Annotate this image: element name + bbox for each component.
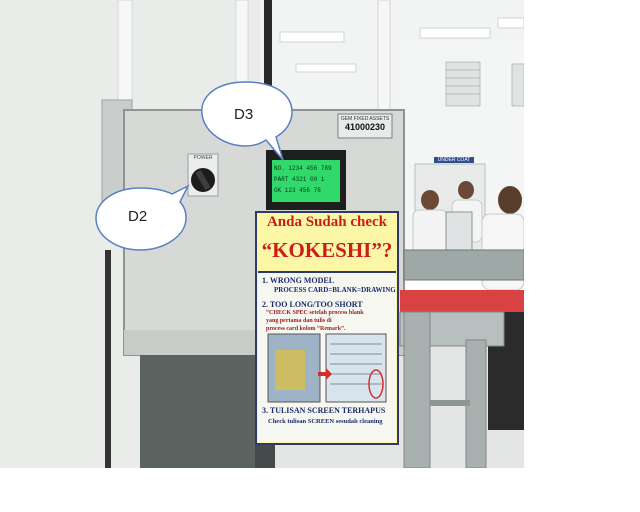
lcd-screen <box>272 160 340 202</box>
asset-tag-text: GEM FIXED ASSETS 41000230 <box>338 116 392 132</box>
red-circle-mark <box>368 369 384 399</box>
lcd-row: OK 123 456 78 <box>274 187 321 194</box>
wall-label: UNDER COAT <box>434 157 474 163</box>
lcd-row: NO. 1234 456 789 <box>274 165 332 172</box>
pipe <box>117 0 133 111</box>
ceiling-light <box>497 17 524 29</box>
sign-photo-right <box>325 333 387 403</box>
cable <box>105 250 111 468</box>
sign-item3-title: 3. TULISAN SCREEN TERHAPUS <box>262 406 386 415</box>
conveyor <box>403 249 524 281</box>
callout-label-d3: D3 <box>234 106 254 123</box>
pipe <box>377 0 391 111</box>
black-pole <box>264 0 272 110</box>
air-vent <box>445 61 481 107</box>
callout-bubble-d2 <box>95 184 190 251</box>
ceiling-light <box>295 63 357 73</box>
ceiling-light <box>419 27 491 39</box>
asset-tag <box>337 113 393 139</box>
switch-label: POWER <box>193 155 213 161</box>
switch-knob <box>195 169 211 191</box>
callout-bubble-d3 <box>201 81 293 161</box>
lcd-text: NO. 1234 456 789 PART 4321 00 1 OK 123 4… <box>274 163 338 196</box>
sign-subtitle: “KOKESHI”? <box>261 238 393 262</box>
box-stand <box>140 355 260 468</box>
red-arrow-icon <box>318 368 332 380</box>
lcd-row: PART 4321 00 1 <box>274 176 325 183</box>
air-vent <box>511 63 524 107</box>
sign-item2-title: 2. TOO LONG/TOO SHORT <box>262 300 363 309</box>
sign-item2-body: process card kolom “Remark”. <box>266 326 346 332</box>
red-rail <box>400 290 524 312</box>
ceiling-light <box>279 31 345 43</box>
sign-item2-body: yang pertama dan tulis di <box>266 318 332 324</box>
asset-tag-line1: GEM FIXED ASSETS <box>340 116 390 122</box>
shelf <box>430 400 470 406</box>
monitor <box>445 211 473 253</box>
factory-photo: GEM FIXED ASSETS 41000230 POWER UNDER CO… <box>0 0 524 468</box>
asset-tag-number: 41000230 <box>344 122 386 132</box>
sign-item2-body: “CHECK SPEC setelah process blank <box>266 310 364 316</box>
callout-label-d2: D2 <box>128 208 148 225</box>
frame-post <box>403 311 431 468</box>
sign-item1-sub: PROCESS CARD=BLANK=DRAWING <box>274 286 396 294</box>
sign-title: Anda Sudah check <box>266 214 388 230</box>
sign-item3-body: Check tulisan SCREEN sesudah cleaning <box>268 418 383 425</box>
sign-item1-title: 1. WRONG MODEL <box>262 276 335 285</box>
